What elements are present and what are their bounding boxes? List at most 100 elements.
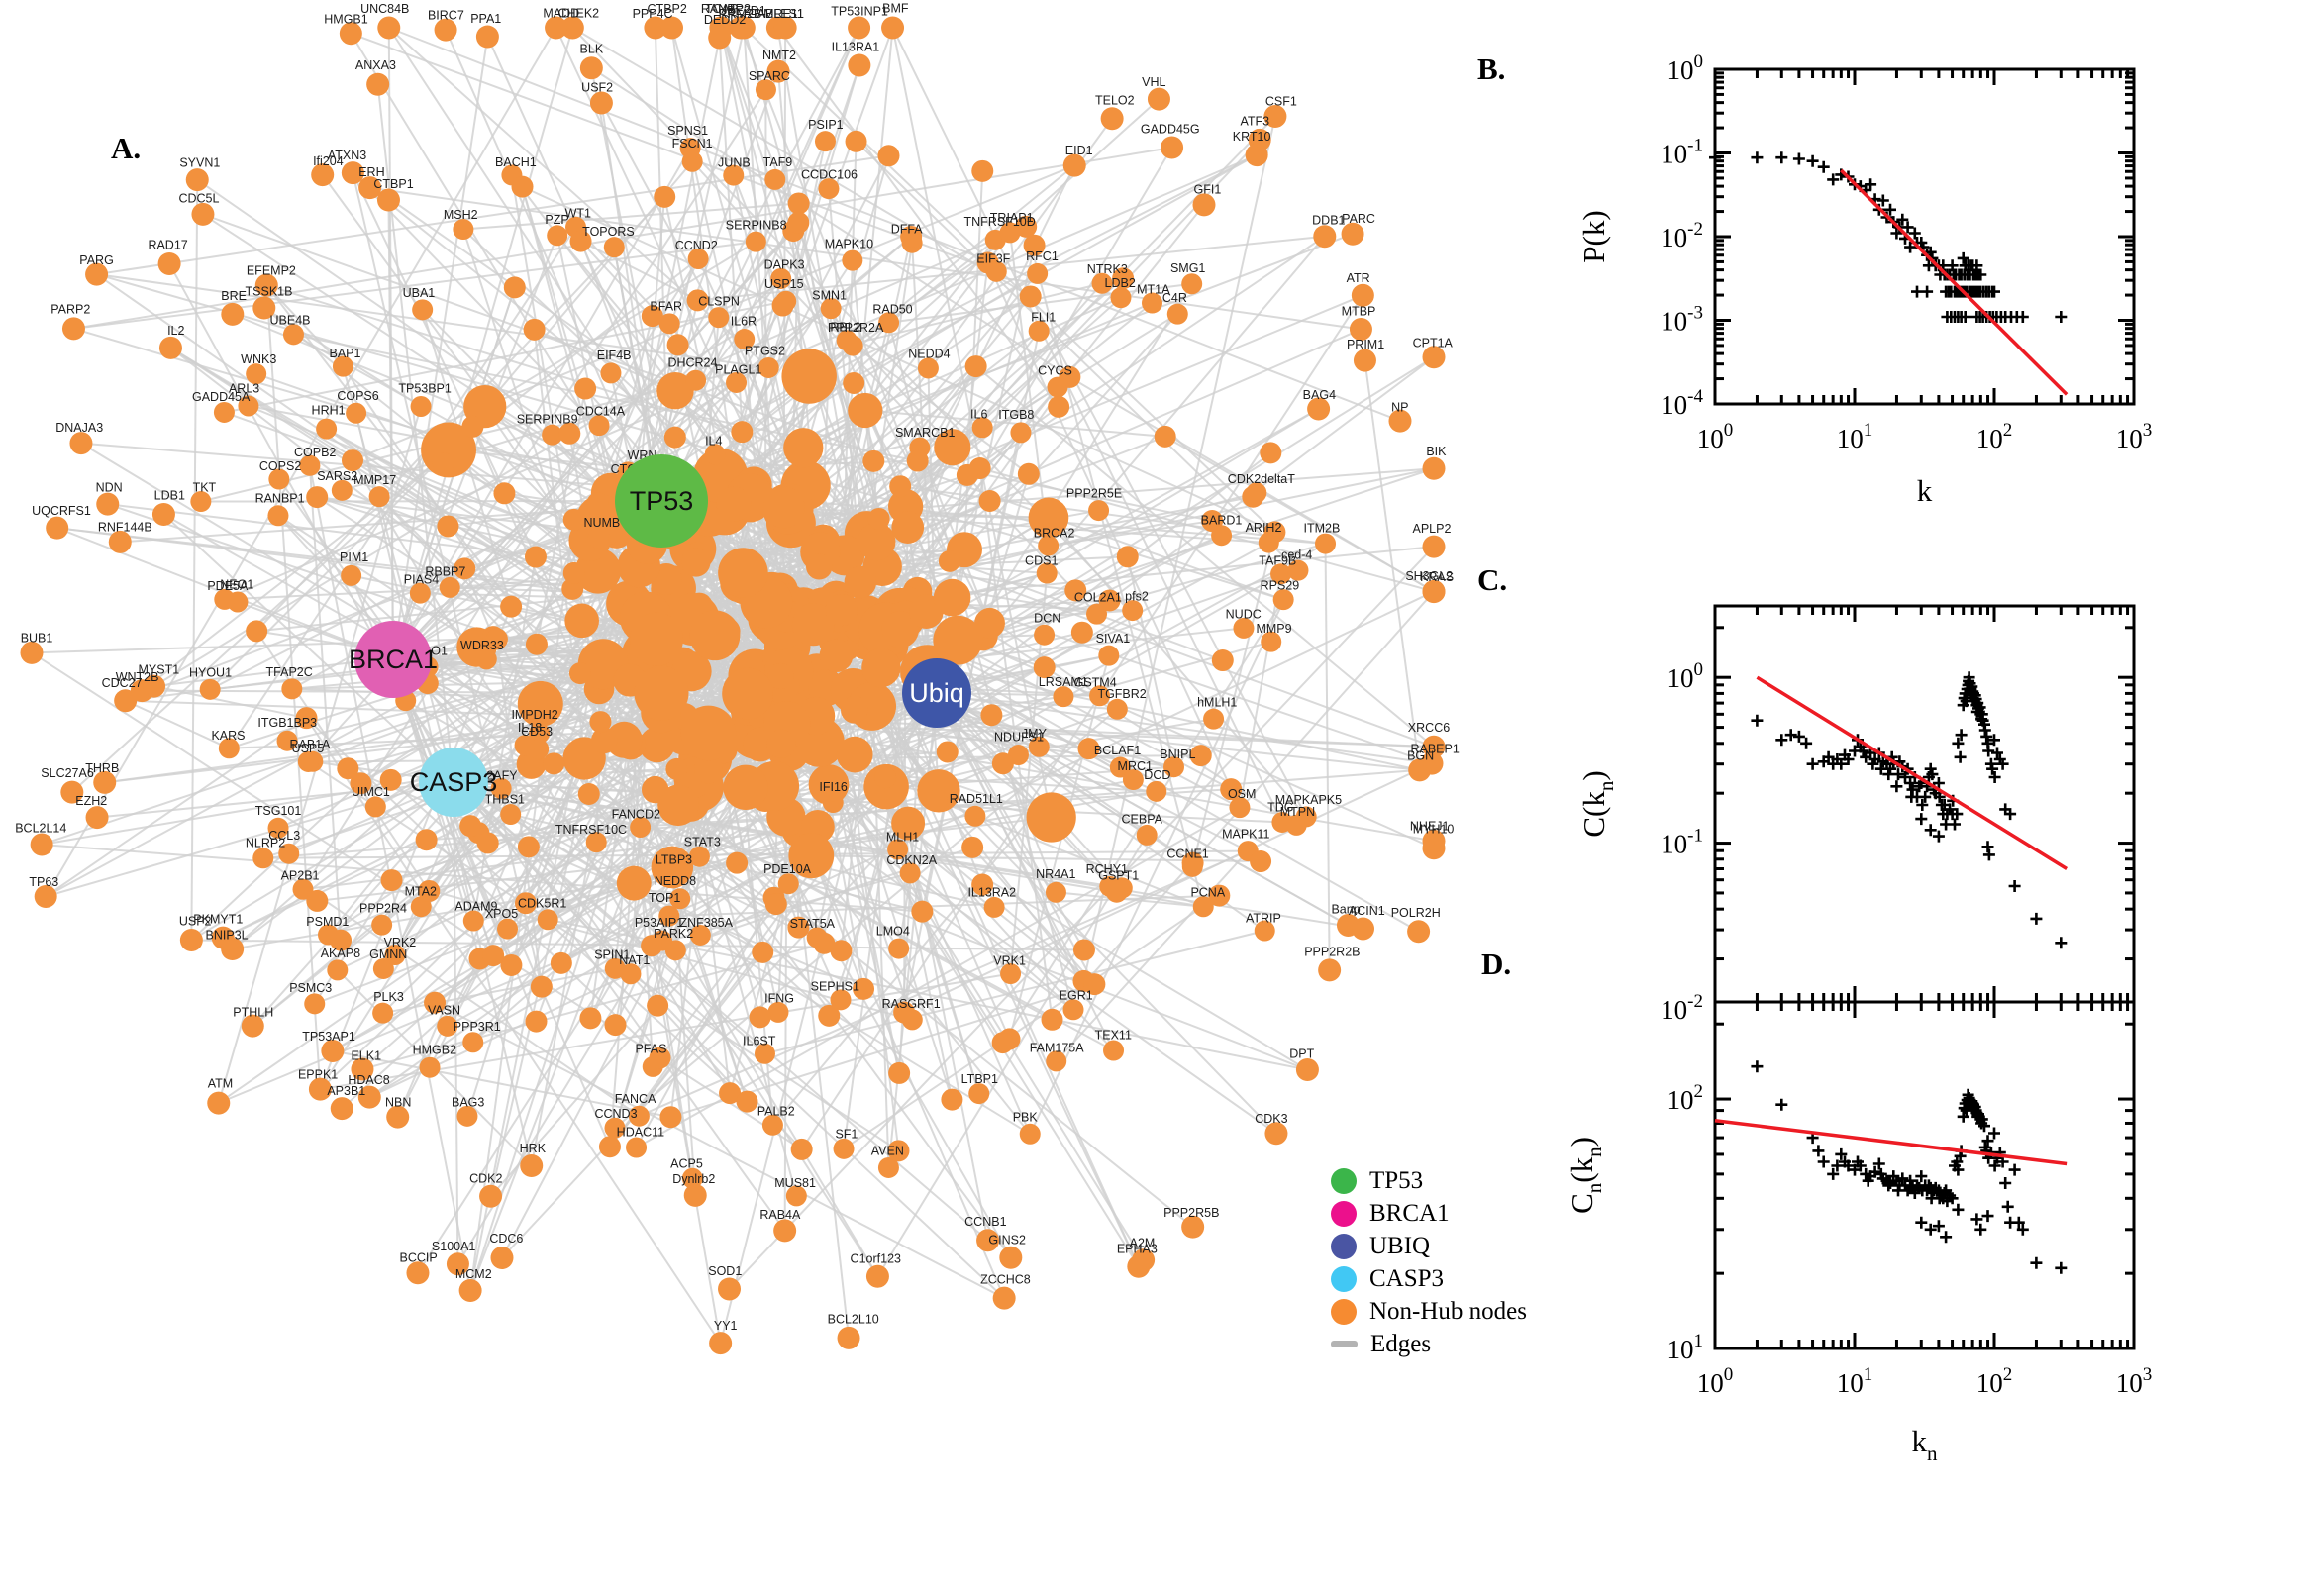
network-edge	[388, 27, 1401, 423]
network-node	[1272, 589, 1294, 611]
network-node	[1046, 1050, 1067, 1072]
network-node	[1250, 850, 1272, 873]
network-node	[311, 163, 335, 187]
network-node-label: BIRC7	[428, 8, 464, 22]
y-tick-label: 10-1	[1661, 136, 1703, 169]
network-node	[585, 832, 607, 853]
x-tick-label: 103	[2116, 1364, 2153, 1398]
network-edge	[1126, 556, 1175, 767]
network-node	[641, 305, 663, 328]
network-edge	[462, 228, 751, 499]
network-node	[525, 633, 548, 655]
ubiq-node-icon	[1331, 1233, 1357, 1259]
network-edge	[936, 692, 1096, 985]
network-node	[267, 817, 289, 839]
y-tick-label: 10-3	[1661, 303, 1703, 337]
network-node-label: NAT1	[619, 953, 650, 967]
network-node	[1315, 533, 1337, 554]
network-node	[600, 362, 622, 384]
network-node	[590, 727, 618, 754]
network-node	[1028, 320, 1050, 342]
network-node	[568, 662, 591, 685]
network-node-label: IL13RA2	[967, 885, 1016, 899]
network-node-label: PLAGL1	[715, 363, 761, 377]
network-node	[964, 355, 987, 378]
network-node-label: TEX11	[1095, 1028, 1132, 1042]
network-node	[327, 959, 349, 981]
network-node	[1098, 589, 1121, 612]
network-node	[1264, 1122, 1288, 1146]
network-node-label: TCAP	[705, 2, 738, 16]
network-node	[446, 1252, 469, 1276]
network-node	[511, 175, 534, 198]
network-node-label: BAP1	[329, 347, 360, 360]
network-edge	[829, 451, 1271, 792]
network-node	[656, 371, 694, 410]
network-node-label: ITGB1BP3	[257, 716, 317, 730]
network-node	[1285, 814, 1307, 836]
network-node-label: OSM	[1228, 787, 1256, 801]
network-node-label: SARS2	[317, 469, 357, 483]
network-edge	[660, 940, 879, 1277]
network-node-label: BCL2L14	[15, 822, 66, 836]
network-node-label: AP3B1	[327, 1084, 365, 1098]
network-node-label: PDE5A	[207, 579, 249, 593]
network-node-label: PARK2	[654, 927, 693, 941]
network-node	[758, 356, 779, 378]
network-node	[669, 888, 691, 910]
network-node	[767, 662, 794, 690]
network-node	[437, 515, 459, 538]
network-edge	[743, 27, 800, 224]
network-node	[1422, 456, 1446, 480]
network-node-label: MYST1	[139, 663, 180, 677]
network-node-label: XRCC6	[1408, 721, 1450, 735]
network-node	[844, 565, 877, 599]
legend-item-casp3: CASP3	[1331, 1262, 1527, 1295]
network-nodes-layer	[20, 16, 1446, 1355]
network-edge	[885, 786, 954, 1100]
hub-label-brca1: BRCA1	[349, 645, 438, 674]
network-node	[766, 729, 796, 758]
network-edge	[255, 196, 665, 633]
panel-d-label: D.	[1481, 947, 1512, 981]
network-edge	[45, 717, 308, 898]
network-node-label: PPP3R1	[454, 1020, 501, 1034]
network-node	[971, 873, 994, 896]
network-node	[933, 578, 971, 617]
network-node-label: TAF9B	[1259, 554, 1296, 568]
network-node	[877, 145, 900, 167]
network-node	[418, 879, 441, 902]
network-node-label: MMP17	[354, 473, 396, 487]
network-edge	[392, 658, 1053, 1021]
network-node-label: PLK3	[373, 990, 404, 1004]
network-node	[787, 211, 810, 234]
network-node	[350, 772, 372, 795]
network-edge	[484, 241, 757, 408]
y-axis-label: C(kn)	[1576, 770, 1618, 837]
tp53-node-icon	[1331, 1167, 1357, 1194]
network-node-label: FANCD2	[612, 808, 660, 822]
network-node	[339, 22, 362, 46]
network-node-label: AKAP8	[321, 947, 360, 960]
network-node	[371, 914, 393, 936]
network-node-label: TP53BP1	[398, 382, 452, 396]
network-node-label: ANXA3	[355, 58, 396, 72]
network-edge	[580, 240, 699, 302]
network-edge	[1025, 226, 1205, 908]
network-node-label: SIVA1	[1096, 632, 1131, 646]
network-node-label: MAPK10	[825, 237, 873, 250]
network-node-label: PSIP1	[808, 118, 843, 132]
network-node-label: TNFRSF10C	[556, 823, 627, 837]
panel-b-label: B.	[1477, 51, 1506, 86]
network-node	[754, 1043, 775, 1064]
network-node	[562, 561, 585, 584]
network-node	[1017, 462, 1040, 485]
network-node-label: STAT5A	[790, 917, 836, 931]
network-node-label: APLP2	[1413, 522, 1452, 536]
network-node-label: CTBP1	[373, 177, 413, 191]
network-node	[589, 711, 612, 734]
network-node	[773, 1219, 797, 1243]
network-node-label: COPS2	[259, 459, 301, 473]
network-node-label: COPB2	[294, 446, 336, 459]
network-node	[1162, 756, 1184, 778]
